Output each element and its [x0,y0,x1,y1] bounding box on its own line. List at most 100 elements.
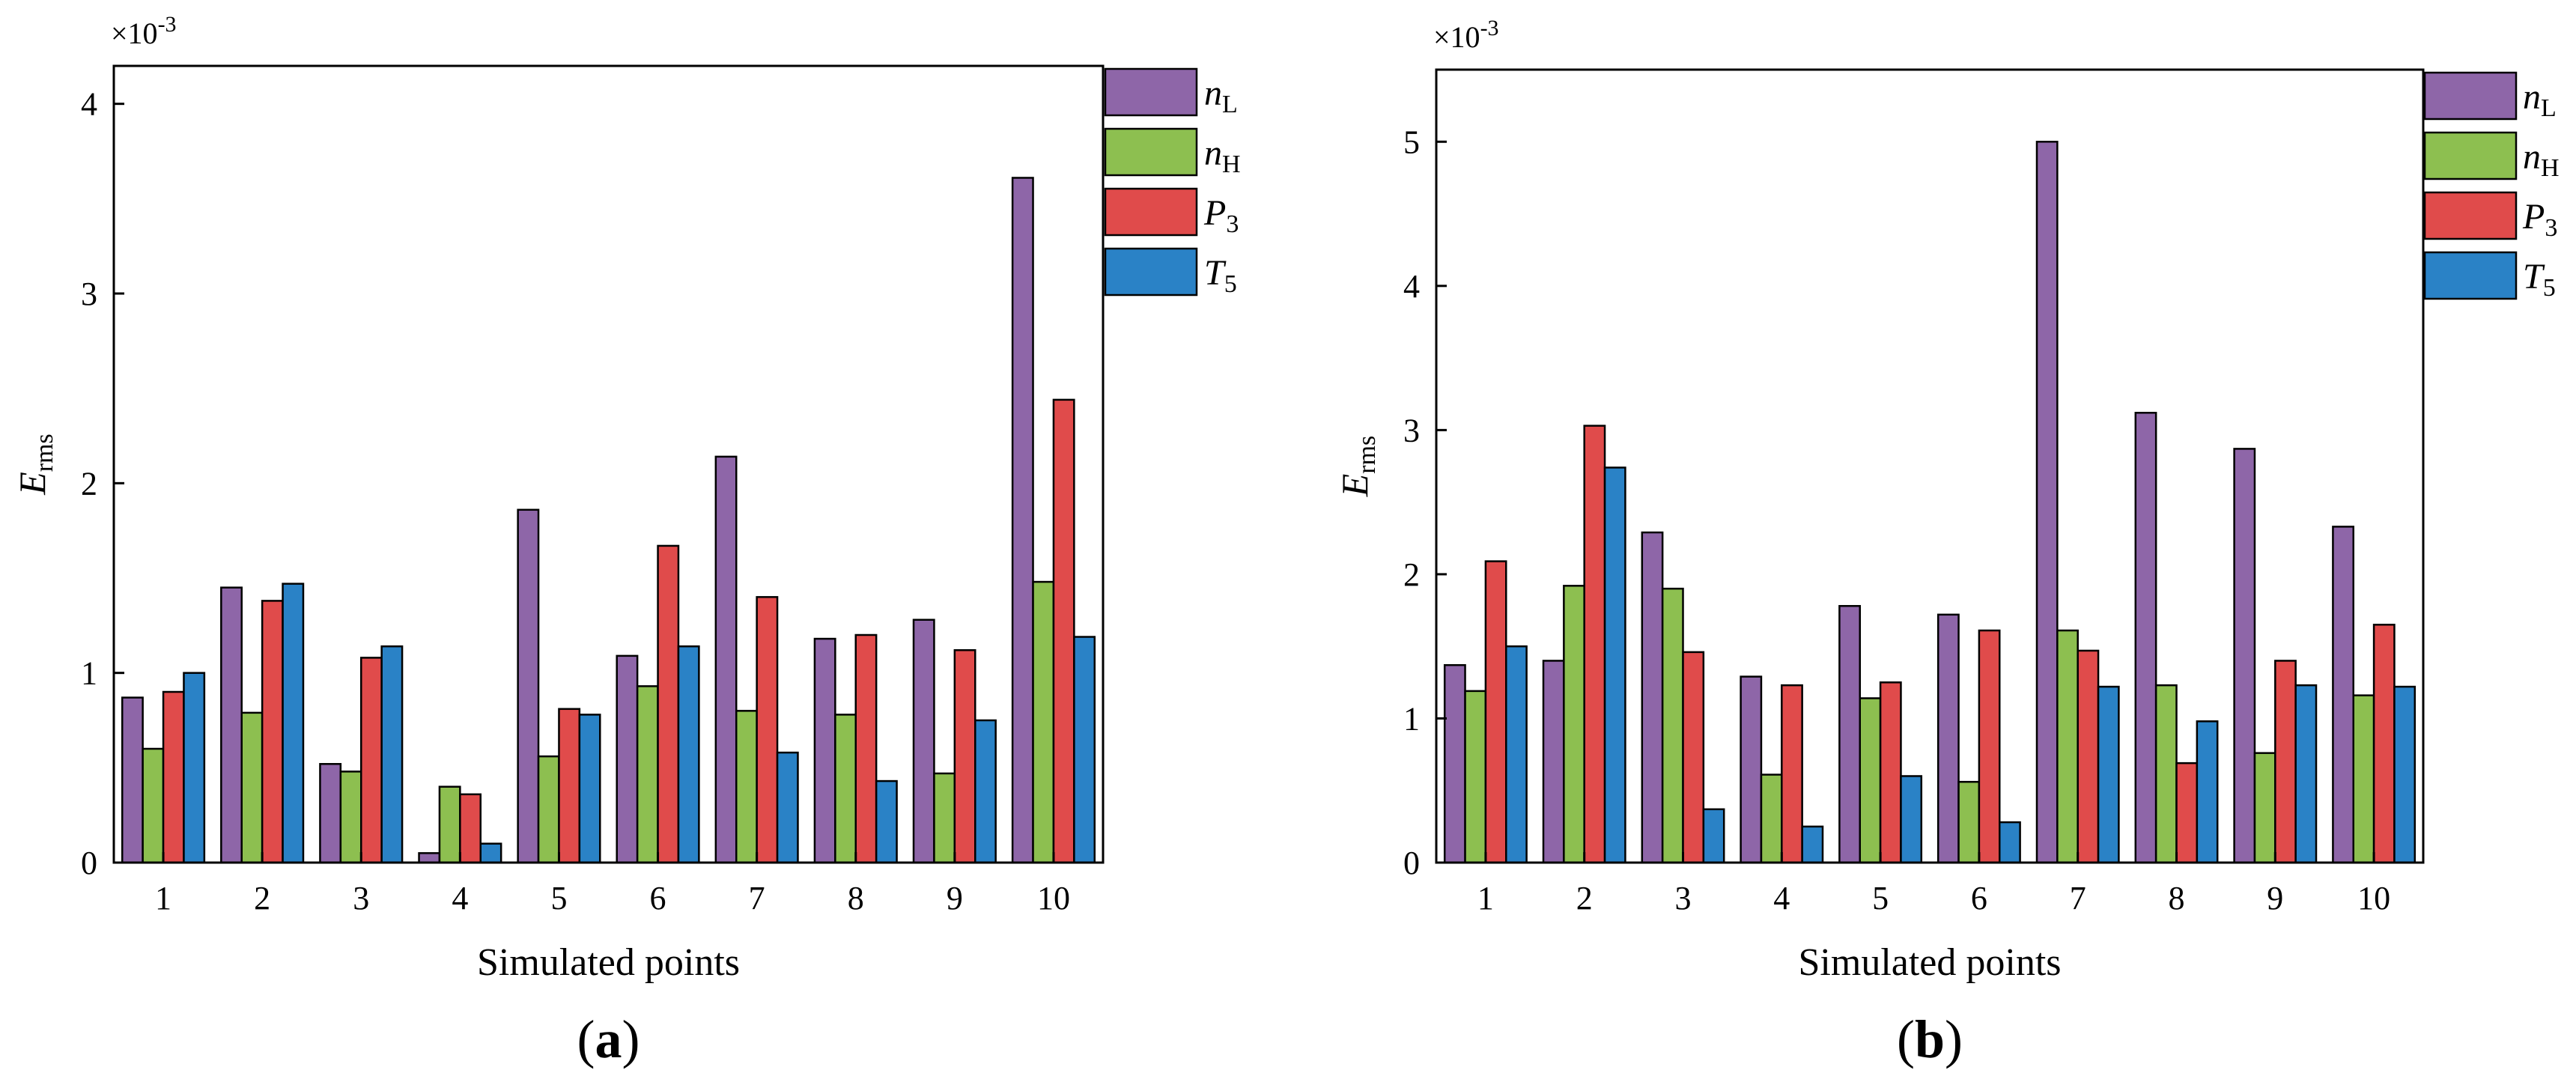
bar-nL-4 [418,852,441,864]
bar-T5-4 [479,842,502,864]
x-tick-label: 4 [1773,880,1790,917]
y-axis-label-base: E [11,472,53,496]
x-tick-label: 5 [1872,880,1889,917]
bar-nH-5 [1859,697,1882,864]
legend-label-sub: L [1222,91,1238,118]
x-tick-label: 7 [749,880,765,917]
bar-nH-5 [537,755,560,864]
bar-P3-2 [1583,425,1606,864]
y-axis-label: Erms [1334,436,1381,498]
bar-nH-2 [240,711,264,864]
bar-P3-3 [360,657,383,864]
bar-P3-4 [459,793,482,864]
bar-P3-10 [1052,398,1075,864]
exponent-power: -3 [1480,16,1499,40]
panel-label-open: ( [577,1009,595,1069]
bar-nH-9 [2253,752,2276,864]
bar-P3-9 [953,649,976,864]
x-tick-label: 3 [353,880,369,917]
bar-T5-8 [875,779,898,864]
y-tick-label: 0 [81,845,97,881]
x-tick-label: 10 [2357,880,2390,917]
y-tick-label: 4 [81,86,97,123]
bar-nH-1 [142,747,165,864]
bar-P3-6 [657,544,680,864]
exponent-label: ×10-3 [111,12,177,50]
plot-frame [112,64,1105,864]
y-tick-label: 1 [81,655,97,692]
bar-nL-3 [319,763,342,864]
legend-swatch-T5 [2423,251,2518,300]
bar-T5-1 [1505,645,1528,864]
x-tick-label: 8 [848,880,864,917]
bar-nL-1 [1443,663,1466,864]
bar-nH-8 [2154,684,2178,864]
bar-nH-3 [339,770,362,864]
chart-panel-a: 0 1 2 3 4 1 2 3 4 5 6 7 8 9 10 ×10-3 Erms Simulated point… [11,12,1241,1069]
bar-T5-2 [1603,466,1626,864]
x-tick-label: 7 [2070,880,2086,917]
legend-label-sub: 5 [2543,274,2556,302]
exponent-label: ×10-3 [1433,16,1499,54]
panel-label-letter: a [595,1009,622,1069]
legend-label-T5: T5 [1204,253,1237,298]
bar-T5-8 [2196,720,2219,864]
x-axis-label: Simulated points [477,941,740,984]
panel-label-close: ) [622,1009,640,1069]
x-tick-label: 6 [1971,880,1987,917]
legend-label-base: P [2522,197,2545,237]
bar-T5-5 [578,714,601,864]
bar-T5-10 [2393,685,2416,864]
x-tick-label: 1 [1477,880,1494,917]
bar-nH-8 [834,714,857,864]
bar-nH-1 [1464,690,1487,864]
exponent-power: -3 [158,12,177,37]
bar-P3-9 [2274,660,2297,864]
legend-swatch-nH [1104,127,1198,177]
legend-swatch-nH [2423,131,2518,180]
bar-nH-2 [1563,585,1585,864]
legend-label-T5: T5 [2523,257,2556,302]
legend-label-nL: nL [2523,77,2557,122]
legend-label-sub: 5 [1224,270,1237,298]
bar-nL-3 [1641,531,1664,864]
y-tick-label: 2 [81,465,97,502]
legend-label-base: P [1203,193,1226,233]
bar-P3-1 [162,690,185,864]
legend-label-sub: L [2541,94,2557,122]
panel-label-letter: b [1915,1009,1945,1069]
bar-nH-3 [1661,587,1684,864]
bar-P3-1 [1484,560,1507,864]
bar-T5-3 [1702,808,1725,864]
legend-label-base: n [2523,137,2541,177]
y-tick-label: 4 [1403,268,1420,305]
bar-T5-4 [1801,825,1824,864]
bar-nL-8 [813,637,836,864]
bar-nH-7 [735,710,758,864]
legend-label-base: T [2523,257,2545,297]
x-axis-label: Simulated points [1799,941,2062,984]
y-axis-label-sub: rms [1353,436,1381,474]
legend-label-base: n [2523,77,2541,117]
x-tick-label: 1 [155,880,171,917]
bars [1443,141,2416,864]
bar-nH-4 [1760,773,1783,864]
legend-swatch-P3 [2423,191,2518,240]
bar-nH-4 [438,785,461,864]
bar-P3-5 [558,708,581,864]
legend-label-sub: H [2541,154,2560,182]
bar-P3-10 [2372,624,2396,864]
bars [121,177,1096,864]
bar-nL-7 [714,455,738,864]
y-axis-label-sub: rms [31,434,58,472]
x-tick-label: 2 [1576,880,1593,917]
panel-label-close: ) [1945,1009,1963,1069]
bar-nL-10 [1011,177,1034,864]
panel-label-open: ( [1897,1009,1915,1069]
bar-P3-8 [854,633,878,864]
legend-label-nL: nL [1204,73,1238,118]
bar-nL-1 [121,696,144,864]
bar-P3-6 [1978,629,2001,864]
legend-label-base: n [1204,133,1222,173]
